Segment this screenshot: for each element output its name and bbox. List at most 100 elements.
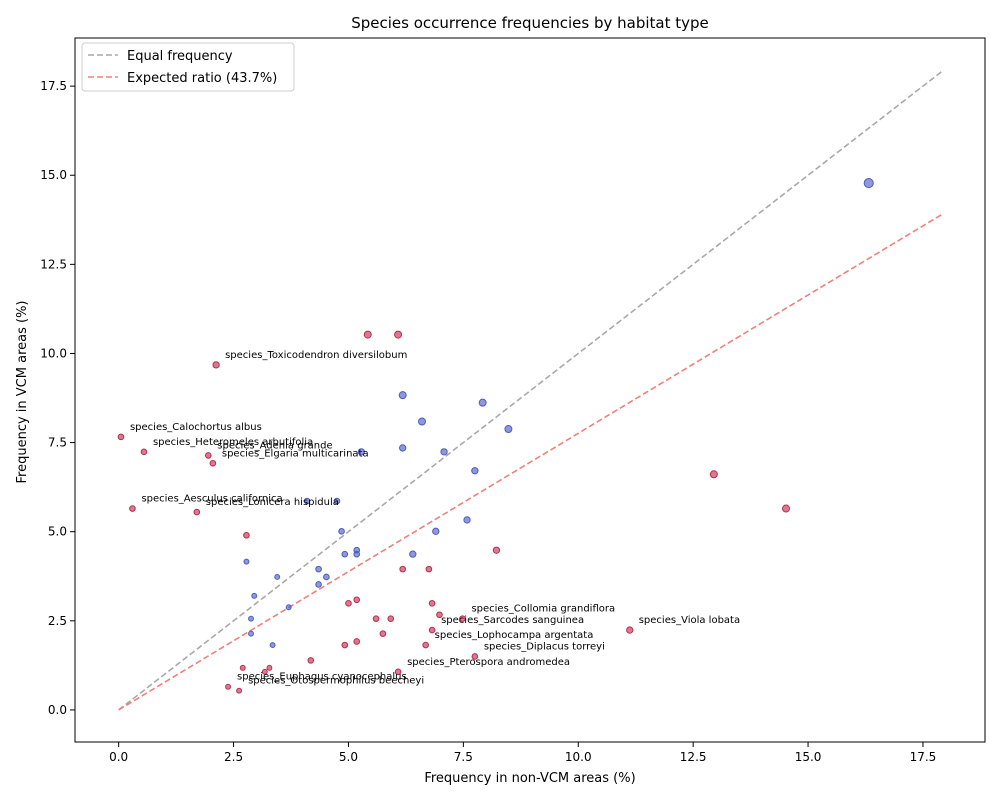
data-point (236, 687, 243, 694)
point-label: species_Calochortus albus (130, 422, 262, 433)
data-point (323, 573, 330, 581)
point-label: species_Lonicera hispidula (206, 497, 339, 508)
point-label: species_Pterospora andromedea (407, 657, 570, 668)
data-point (243, 531, 250, 539)
point-label: species_Otospermophilus beecheyi (248, 676, 424, 687)
data-point (422, 641, 429, 649)
point-label: species_Sarcodes sanguinea (441, 615, 584, 626)
data-point (353, 596, 361, 604)
axis-ticks: 0.0 2.5 5.0 7.5 10.0 12.5 15.0 17.5 0.0 2.5 5.0 7.5… (40, 79, 936, 764)
point-label: species_Elgaria multicarinata (222, 448, 369, 459)
y-tick-label: 10.0 (40, 346, 67, 360)
data-point (436, 611, 443, 619)
y-tick-label: 0.0 (48, 703, 67, 717)
data-point (353, 638, 361, 645)
y-tick-label: 17.5 (40, 79, 67, 93)
legend-box (81, 42, 295, 92)
x-axis-label: Frequency in non-VCM areas (%) (424, 771, 635, 786)
legend: Equal frequency Expected ratio (43.7%) (81, 42, 295, 92)
data-point (478, 398, 487, 407)
x-tick-label: 10.0 (565, 750, 592, 764)
data-point (363, 330, 372, 339)
point-label: species_Viola lobata (639, 615, 740, 626)
point-labels: species_Toxicodendron diversilobum specie… (130, 350, 740, 687)
data-point (140, 448, 148, 456)
data-point (626, 626, 634, 634)
reference-line-equal (118, 69, 945, 711)
x-tick-label: 0.0 (109, 750, 128, 764)
point-label: species_Adenia grande (217, 440, 332, 451)
data-point (315, 565, 322, 573)
data-point (394, 668, 402, 676)
point-label: species_Euphagus cyanocephalus (237, 672, 407, 683)
data-point (248, 615, 254, 622)
data-point (303, 497, 311, 505)
data-point (117, 433, 125, 441)
reference-lines (118, 69, 945, 711)
data-point (471, 653, 479, 660)
data-point (307, 657, 315, 664)
data-point (274, 574, 281, 580)
y-tick-label: 7.5 (48, 436, 67, 450)
data-point (399, 444, 407, 452)
x-tick-label: 5.0 (339, 750, 358, 764)
y-tick-label: 5.0 (48, 525, 67, 539)
x-tick-label: 15.0 (795, 750, 822, 764)
data-point (709, 470, 718, 479)
data-point (399, 565, 406, 573)
data-point (251, 592, 258, 599)
data-point (863, 178, 874, 189)
y-tick-label: 2.5 (48, 614, 67, 628)
data-points (117, 178, 874, 694)
reference-line-expected (118, 212, 945, 711)
data-point (428, 626, 436, 634)
x-tick-label: 17.5 (910, 750, 937, 764)
data-point (338, 528, 345, 535)
x-tick-label: 2.5 (224, 750, 243, 764)
data-point (781, 504, 790, 513)
x-tick-label: 7.5 (454, 750, 473, 764)
data-point (129, 505, 136, 512)
data-point (269, 642, 276, 648)
data-point (341, 550, 349, 558)
data-point (459, 615, 466, 622)
data-point (504, 425, 513, 434)
data-point (379, 630, 387, 637)
data-point (440, 448, 448, 456)
data-point (243, 558, 250, 565)
data-point (353, 550, 361, 558)
data-point (398, 391, 407, 400)
x-tick-label: 12.5 (680, 750, 707, 764)
point-label: species_Diplacus torreyi (484, 641, 605, 652)
data-point (285, 604, 292, 611)
data-point (372, 615, 380, 622)
point-label: species_Aesculus californica (141, 494, 282, 505)
data-point (261, 668, 268, 675)
data-point (409, 550, 417, 558)
point-label: species_Heteromeles arbutifolia (153, 437, 313, 448)
chart-title: Species occurrence frequencies by habita… (351, 14, 709, 32)
data-point (471, 467, 479, 475)
y-tick-label: 12.5 (40, 257, 67, 271)
y-tick-label: 15.0 (40, 168, 67, 182)
data-point (239, 664, 246, 671)
data-point (209, 459, 217, 467)
y-axis-label: Frequency in VCM areas (%) (15, 301, 30, 484)
data-point (492, 546, 501, 554)
data-point (417, 417, 426, 426)
data-point (333, 497, 341, 505)
plot-frame (74, 37, 986, 743)
data-point (212, 361, 220, 369)
data-point (357, 448, 365, 456)
legend-equal-label: Equal frequency (127, 49, 233, 64)
data-point (193, 508, 201, 516)
data-point (345, 600, 352, 607)
point-label: species_Lophocampa argentata (435, 630, 594, 641)
data-point (428, 600, 436, 607)
data-point (387, 615, 395, 622)
data-point (341, 641, 349, 649)
point-label: species_Toxicodendron diversilobum (225, 350, 407, 361)
data-point (394, 330, 403, 339)
